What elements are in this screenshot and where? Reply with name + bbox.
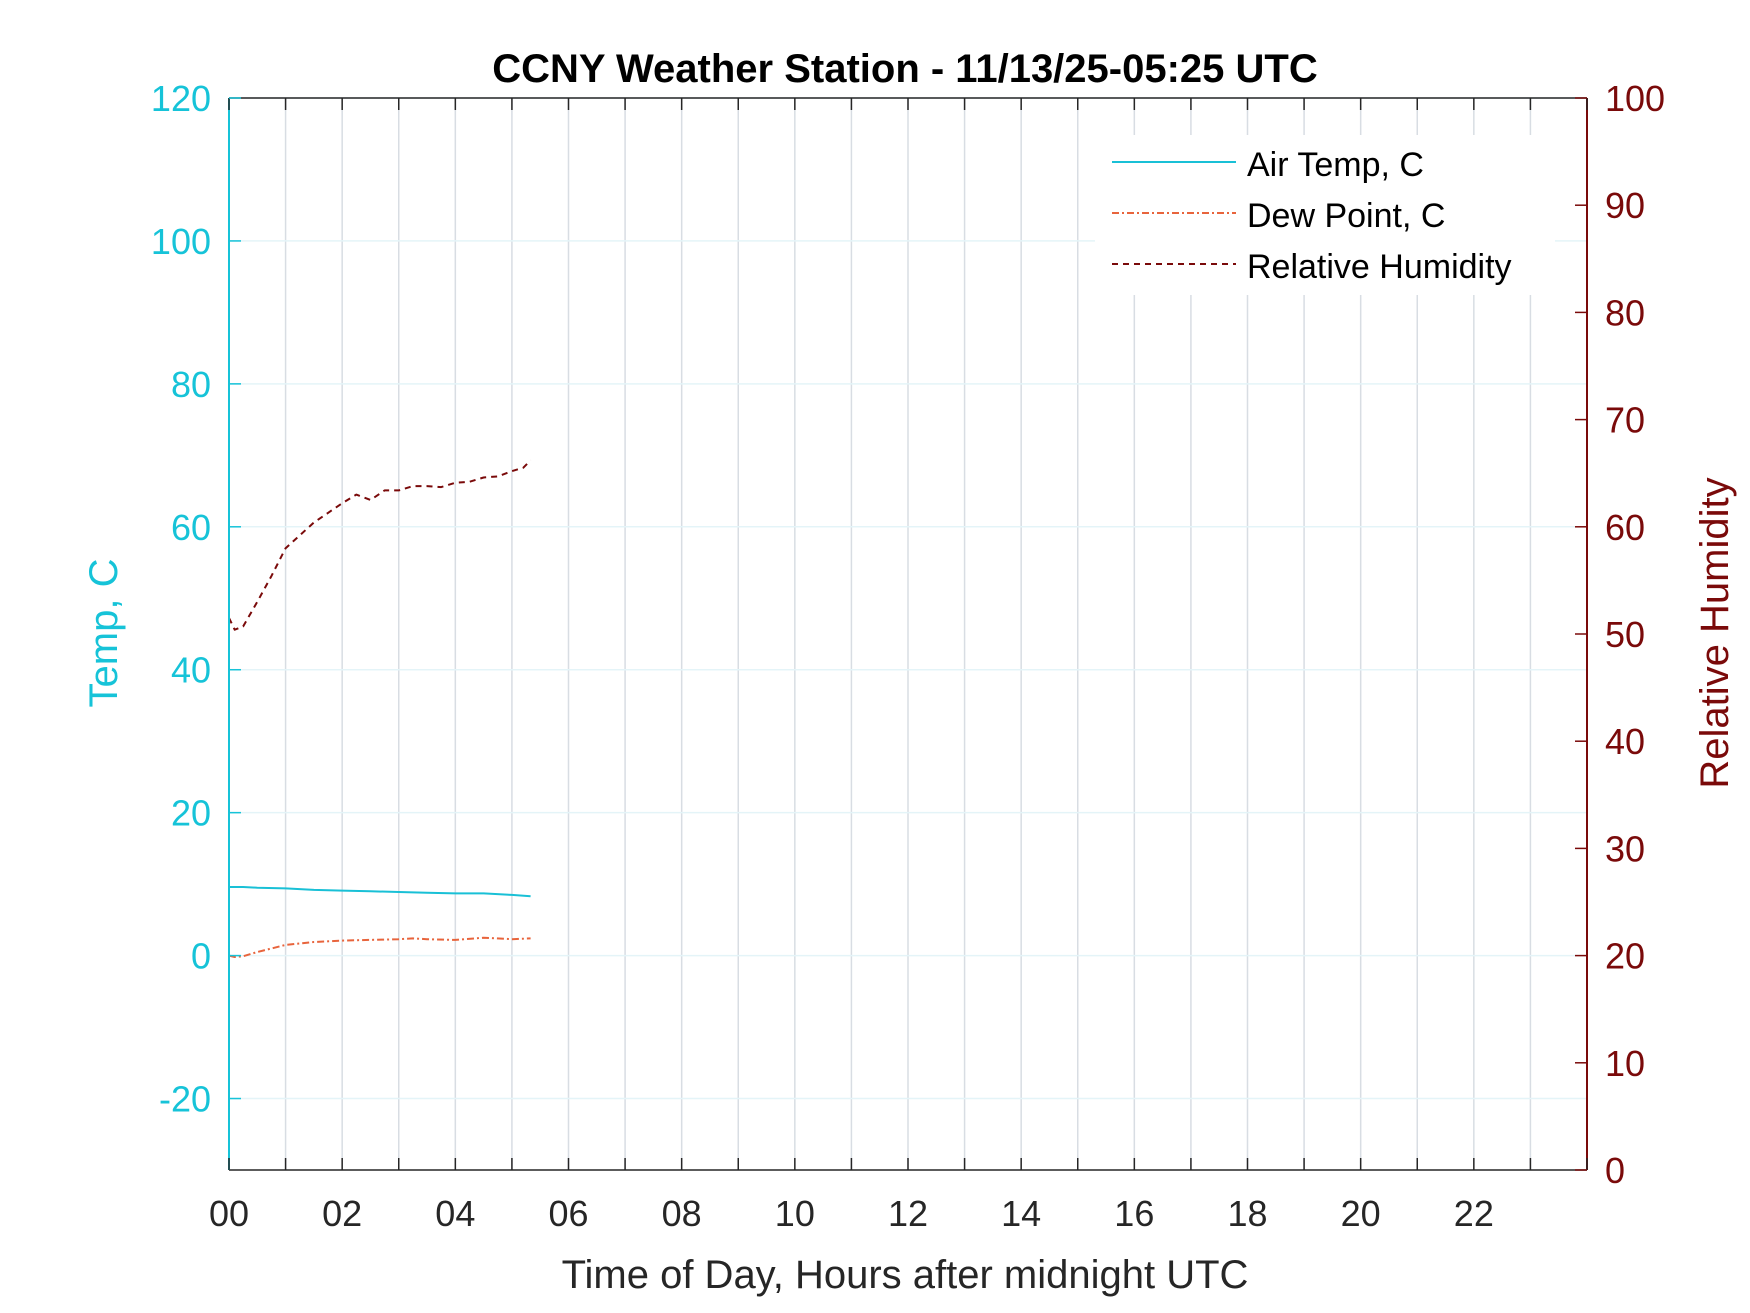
- y-right-axis-label: Relative Humidity: [1693, 477, 1737, 788]
- legend-label-air-temp: Air Temp, C: [1247, 146, 1424, 184]
- legend-label-relative-humidity: Relative Humidity: [1247, 248, 1512, 286]
- y-right-tick-label: 50: [1605, 614, 1645, 655]
- x-tick-label: 12: [888, 1193, 928, 1234]
- x-axis-label: Time of Day, Hours after midnight UTC: [562, 1253, 1249, 1297]
- y-left-axis-label: Temp, C: [82, 559, 126, 708]
- y-right-tick-label: 70: [1605, 400, 1645, 441]
- x-tick-label: 08: [662, 1193, 702, 1234]
- x-tick-label: 14: [1001, 1193, 1041, 1234]
- y-left-tick-label: 20: [171, 793, 211, 834]
- y-right-tick-label: 0: [1605, 1150, 1625, 1191]
- y-left-tick-label: 60: [171, 507, 211, 548]
- y-left-tick-label: 120: [151, 78, 211, 119]
- legend: Air Temp, C Dew Point, C Relative Humidi…: [1095, 135, 1555, 295]
- y-left-tick-label: -20: [159, 1079, 211, 1120]
- series-air-temp: [229, 886, 531, 898]
- x-tick-label: 02: [322, 1193, 362, 1234]
- y-left-tick-label: 40: [171, 650, 211, 691]
- grid: [229, 97, 1587, 1170]
- x-tick-label: 16: [1114, 1193, 1154, 1234]
- y-right-tick-label: 100: [1605, 78, 1665, 119]
- x-tick-label: 04: [435, 1193, 475, 1234]
- y-right-tick-label: 40: [1605, 721, 1645, 762]
- x-tick-label: 22: [1454, 1193, 1494, 1234]
- y-left-tick-label: 0: [191, 936, 211, 977]
- chart-title: CCNY Weather Station - 11/13/25-05:25 UT…: [492, 47, 1317, 91]
- x-tick-label: 06: [548, 1193, 588, 1234]
- y-right-tick-label: 20: [1605, 936, 1645, 977]
- series-lines: [228, 459, 532, 958]
- y-right-tick-label: 60: [1605, 507, 1645, 548]
- x-tick-label: 18: [1227, 1193, 1267, 1234]
- y-left-tick-label: 80: [171, 364, 211, 405]
- x-tick-label: 20: [1341, 1193, 1381, 1234]
- series-dew-point: [228, 936, 531, 958]
- legend-label-dew-point: Dew Point, C: [1247, 197, 1445, 235]
- y-right-tick-label: 30: [1605, 828, 1645, 869]
- y-right-tick-label: 80: [1605, 292, 1645, 333]
- y-right-tick-label: 90: [1605, 185, 1645, 226]
- x-tick-label: 10: [775, 1193, 815, 1234]
- axes: 00 02 04 06 08 10 12 14 16 18 20 22-200204060801001…: [151, 78, 1665, 1234]
- series-relative-humidity: [228, 459, 532, 631]
- x-tick-label: 00: [209, 1193, 249, 1234]
- y-right-tick-label: 10: [1605, 1043, 1645, 1084]
- y-left-tick-label: 100: [151, 221, 211, 262]
